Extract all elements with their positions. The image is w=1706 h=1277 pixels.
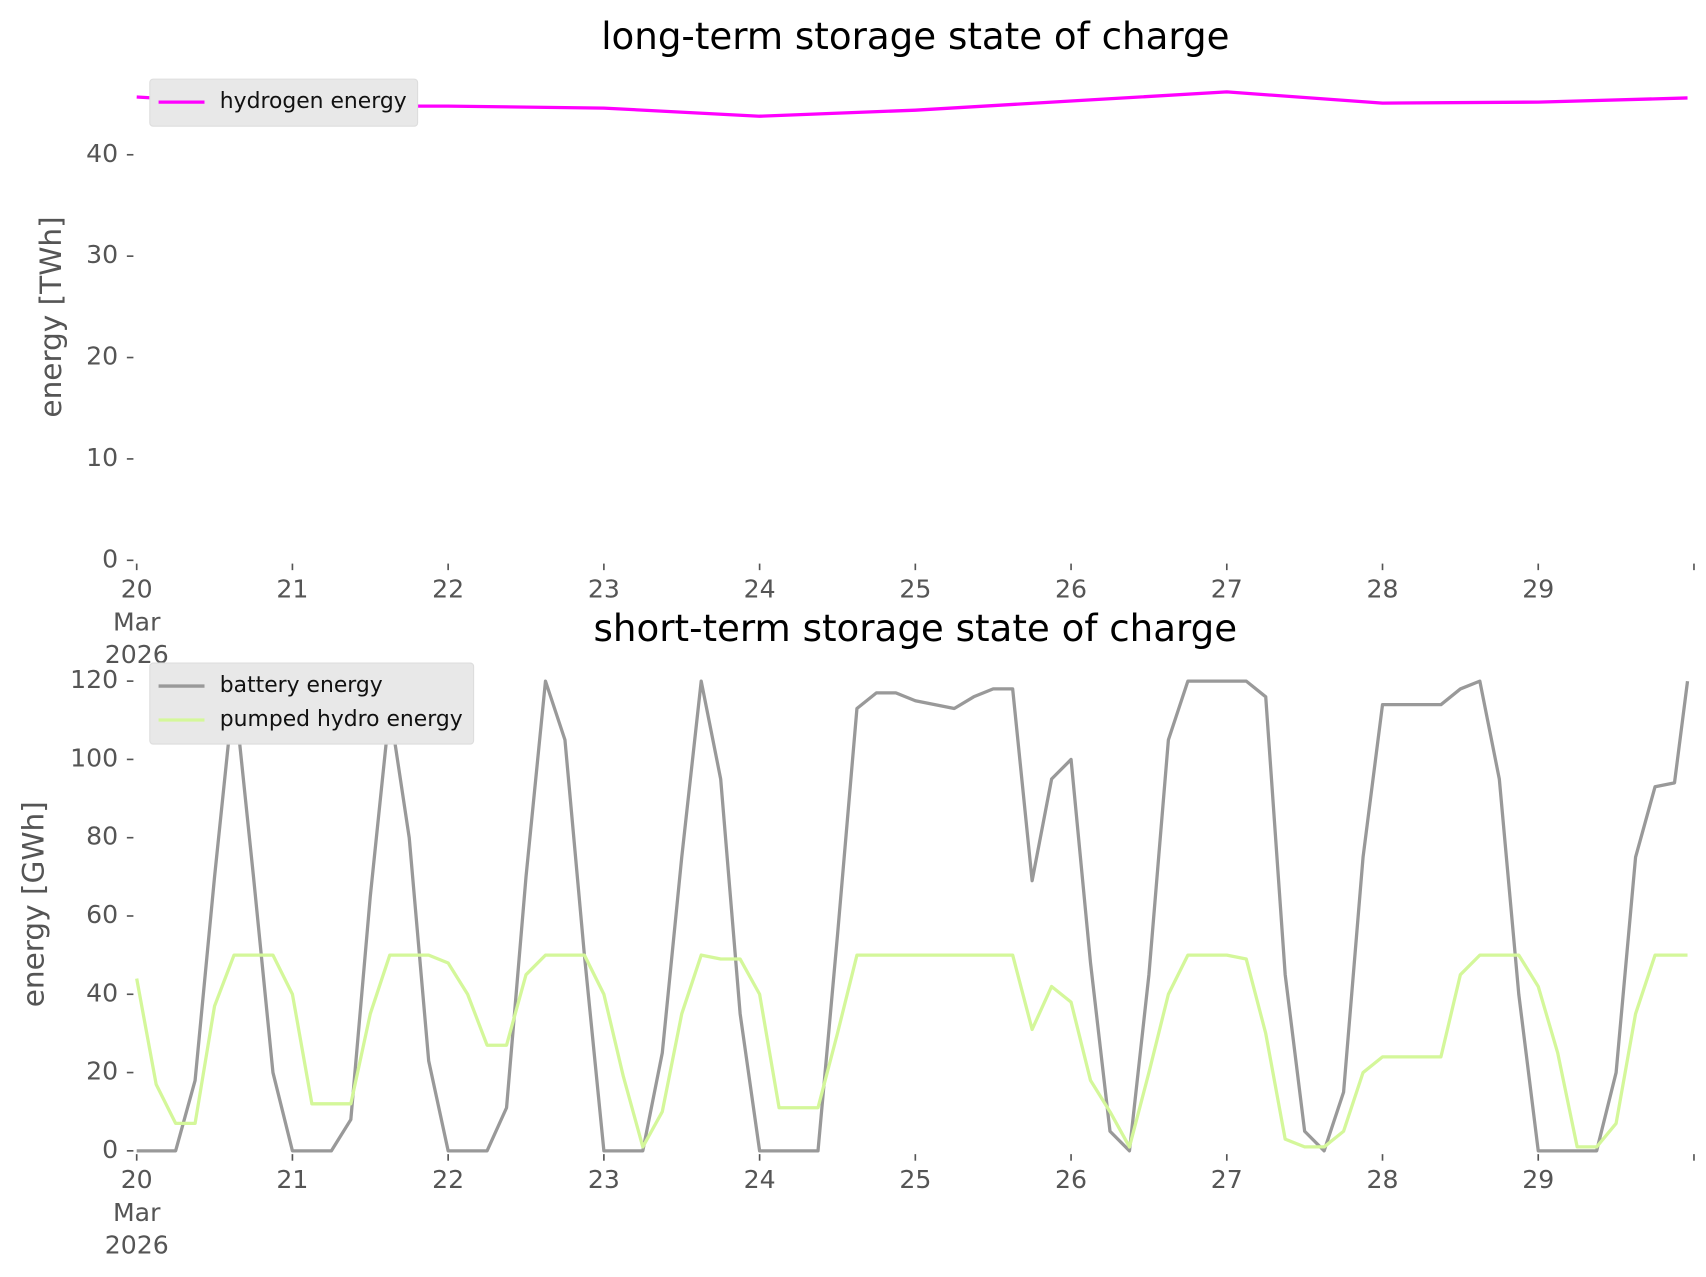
y-tick-label: 0: [102, 1135, 118, 1164]
x-tick-label: 20 Mar 2026: [105, 574, 169, 669]
x-tick-label: 22: [432, 1165, 464, 1194]
y-tick-label: 0: [102, 544, 118, 573]
x-tick-label: 26: [1055, 1165, 1087, 1194]
x-tick-label: 29: [1522, 574, 1554, 603]
x-tick-label: 27: [1211, 1165, 1243, 1194]
legend: battery energy pumped hydro energy: [149, 662, 475, 745]
y-tick-label: 120: [70, 665, 118, 694]
x-tick-label: 23: [588, 574, 620, 603]
legend: hydrogen energy: [149, 78, 419, 127]
x-tick-label: 23: [588, 1165, 620, 1194]
y-tick-label: 20: [86, 342, 118, 371]
x-tick-label: 25: [899, 574, 931, 603]
legend-label: pumped hydro energy: [220, 707, 463, 732]
legend-label: battery energy: [220, 673, 383, 698]
y-axis-label: energy [TWh]: [34, 216, 68, 417]
legend-label: hydrogen energy: [220, 89, 407, 114]
y-tick-label: 80: [86, 822, 118, 851]
x-tick-label: 21: [276, 574, 308, 603]
x-tick-label: 20 Mar 2026: [105, 1165, 169, 1260]
x-tick-label: 25: [899, 1165, 931, 1194]
x-tick-label: 29: [1522, 1165, 1554, 1194]
y-tick-label: 60: [86, 900, 118, 929]
y-tick-label: 40: [86, 139, 118, 168]
y-tick-label: 100: [70, 743, 118, 772]
x-tick-label: 26: [1055, 574, 1087, 603]
chart-title: short-term storage state of charge: [594, 606, 1238, 650]
series-line: [135, 953, 1688, 1149]
y-axis-label: energy [GWh]: [16, 801, 50, 1007]
x-tick-label: 24: [744, 574, 776, 603]
x-tick-label: 27: [1211, 574, 1243, 603]
legend-box: [149, 662, 475, 745]
chart-title: long-term storage state of charge: [601, 14, 1229, 58]
x-tick-label: 28: [1367, 574, 1399, 603]
legend-box: [149, 78, 419, 127]
y-tick-label: 10: [86, 443, 118, 472]
series-line: [136, 679, 1690, 1153]
x-tick-label: 24: [744, 1165, 776, 1194]
x-tick-label: 28: [1367, 1165, 1399, 1194]
y-tick-label: 40: [86, 978, 118, 1007]
y-tick-label: 30: [86, 240, 118, 269]
x-tick-label: 22: [432, 574, 464, 603]
y-tick-label: 20: [86, 1057, 118, 1086]
x-tick-label: 21: [276, 1165, 308, 1194]
